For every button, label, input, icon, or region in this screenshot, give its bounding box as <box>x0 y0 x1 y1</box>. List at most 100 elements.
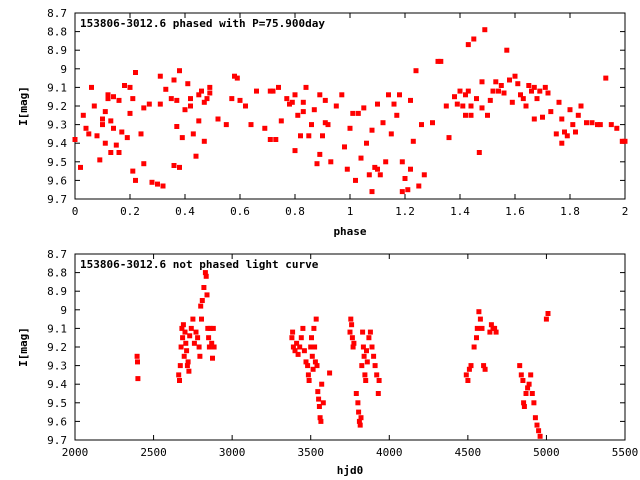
data-point <box>311 107 317 113</box>
data-point <box>521 404 527 409</box>
x-tick-label: 0.8 <box>285 205 305 218</box>
data-point <box>477 316 483 322</box>
data-point <box>360 329 366 335</box>
y-tick-label: 9.2 <box>47 341 67 354</box>
data-point <box>518 372 524 378</box>
phased-x-axis-label: phase <box>333 225 366 238</box>
light-curve-x-ticks: 2000 2500 3000 3500 4000 4500 5000 5500 <box>62 254 639 459</box>
data-point <box>410 138 416 144</box>
data-point <box>356 409 362 415</box>
y-tick-label: 9.1 <box>47 322 67 335</box>
data-point <box>562 129 567 135</box>
data-point <box>157 73 163 79</box>
data-point <box>523 103 529 109</box>
data-point <box>353 177 358 183</box>
data-point <box>361 353 367 359</box>
data-point <box>376 378 382 383</box>
data-point <box>134 353 140 359</box>
data-point <box>545 311 551 316</box>
data-point <box>545 90 551 96</box>
x-tick-label: 2500 <box>140 446 167 459</box>
data-point <box>122 83 127 88</box>
data-point <box>430 120 435 126</box>
data-point <box>94 133 100 139</box>
data-point <box>350 110 356 116</box>
light-curve-data-points <box>134 270 551 439</box>
data-point <box>294 340 300 346</box>
data-point <box>622 138 628 144</box>
data-point <box>421 172 427 178</box>
data-point <box>349 335 355 341</box>
data-point <box>463 372 469 378</box>
phased-x-ticks: 0 0.2 0.4 0.6 0.8 1 1.2 1.4 1.6 1.8 2 <box>72 13 629 218</box>
data-point <box>468 363 474 369</box>
data-point <box>377 172 383 178</box>
data-point <box>207 325 213 331</box>
data-point <box>386 92 391 98</box>
data-point <box>357 422 363 428</box>
phased-y-ticks: 8.7 8.8 8.9 9 9.1 9.2 9.3 9.4 9.5 9.6 9.7 <box>47 7 625 206</box>
data-point <box>289 99 295 105</box>
data-point <box>130 168 136 174</box>
data-point <box>397 92 402 98</box>
y-tick-label: 9.7 <box>47 434 67 447</box>
data-point <box>178 344 184 350</box>
data-point <box>267 137 273 142</box>
x-tick-label: 1.8 <box>560 205 580 218</box>
data-point <box>517 363 523 369</box>
data-point <box>523 391 529 396</box>
data-point <box>80 112 86 118</box>
data-point <box>515 81 521 87</box>
data-point <box>199 316 204 322</box>
data-point <box>313 316 319 322</box>
data-point <box>490 88 496 94</box>
data-point <box>526 381 532 387</box>
data-point <box>130 96 136 102</box>
data-point <box>369 189 375 195</box>
data-point <box>570 122 576 128</box>
light-curve-panel: 2000 2500 3000 3500 4000 4500 5000 5500 8.78.88… <box>17 248 638 477</box>
data-point <box>146 101 152 107</box>
data-point <box>234 75 240 81</box>
x-tick-label: 1.6 <box>505 205 525 218</box>
data-point <box>168 96 174 102</box>
data-point <box>100 122 105 128</box>
phased-plot-title: 153806-3012.6 phased with P=75.900day <box>80 17 325 30</box>
data-point <box>380 120 386 126</box>
data-point <box>138 131 144 137</box>
data-point <box>322 97 328 103</box>
data-point <box>416 183 422 189</box>
y-tick-label: 8.8 <box>47 267 67 280</box>
data-point <box>182 329 188 335</box>
y-tick-label: 8.9 <box>47 285 67 298</box>
data-point <box>317 415 323 421</box>
data-point <box>305 363 311 369</box>
data-point <box>133 177 138 183</box>
data-point <box>306 133 312 139</box>
y-tick-label: 9.5 <box>47 397 67 410</box>
data-point <box>529 88 534 94</box>
data-point <box>298 335 304 341</box>
x-tick-label: 5500 <box>612 446 639 459</box>
data-point <box>303 359 309 365</box>
data-point <box>446 135 452 141</box>
x-tick-label: 4500 <box>455 446 482 459</box>
data-point <box>479 325 485 331</box>
data-point <box>543 316 549 322</box>
data-point <box>597 122 603 128</box>
data-point <box>509 99 515 105</box>
data-point <box>399 159 405 165</box>
data-point <box>207 84 213 90</box>
data-point <box>248 122 254 128</box>
data-point <box>270 88 276 94</box>
data-point <box>463 112 468 118</box>
data-point <box>195 335 201 341</box>
data-point <box>229 96 235 102</box>
data-point <box>105 96 111 102</box>
data-point <box>309 335 314 341</box>
data-point <box>366 172 372 178</box>
data-point <box>394 112 400 118</box>
x-tick-label: 2 <box>622 205 629 218</box>
data-point <box>100 116 105 122</box>
data-point <box>476 150 482 155</box>
